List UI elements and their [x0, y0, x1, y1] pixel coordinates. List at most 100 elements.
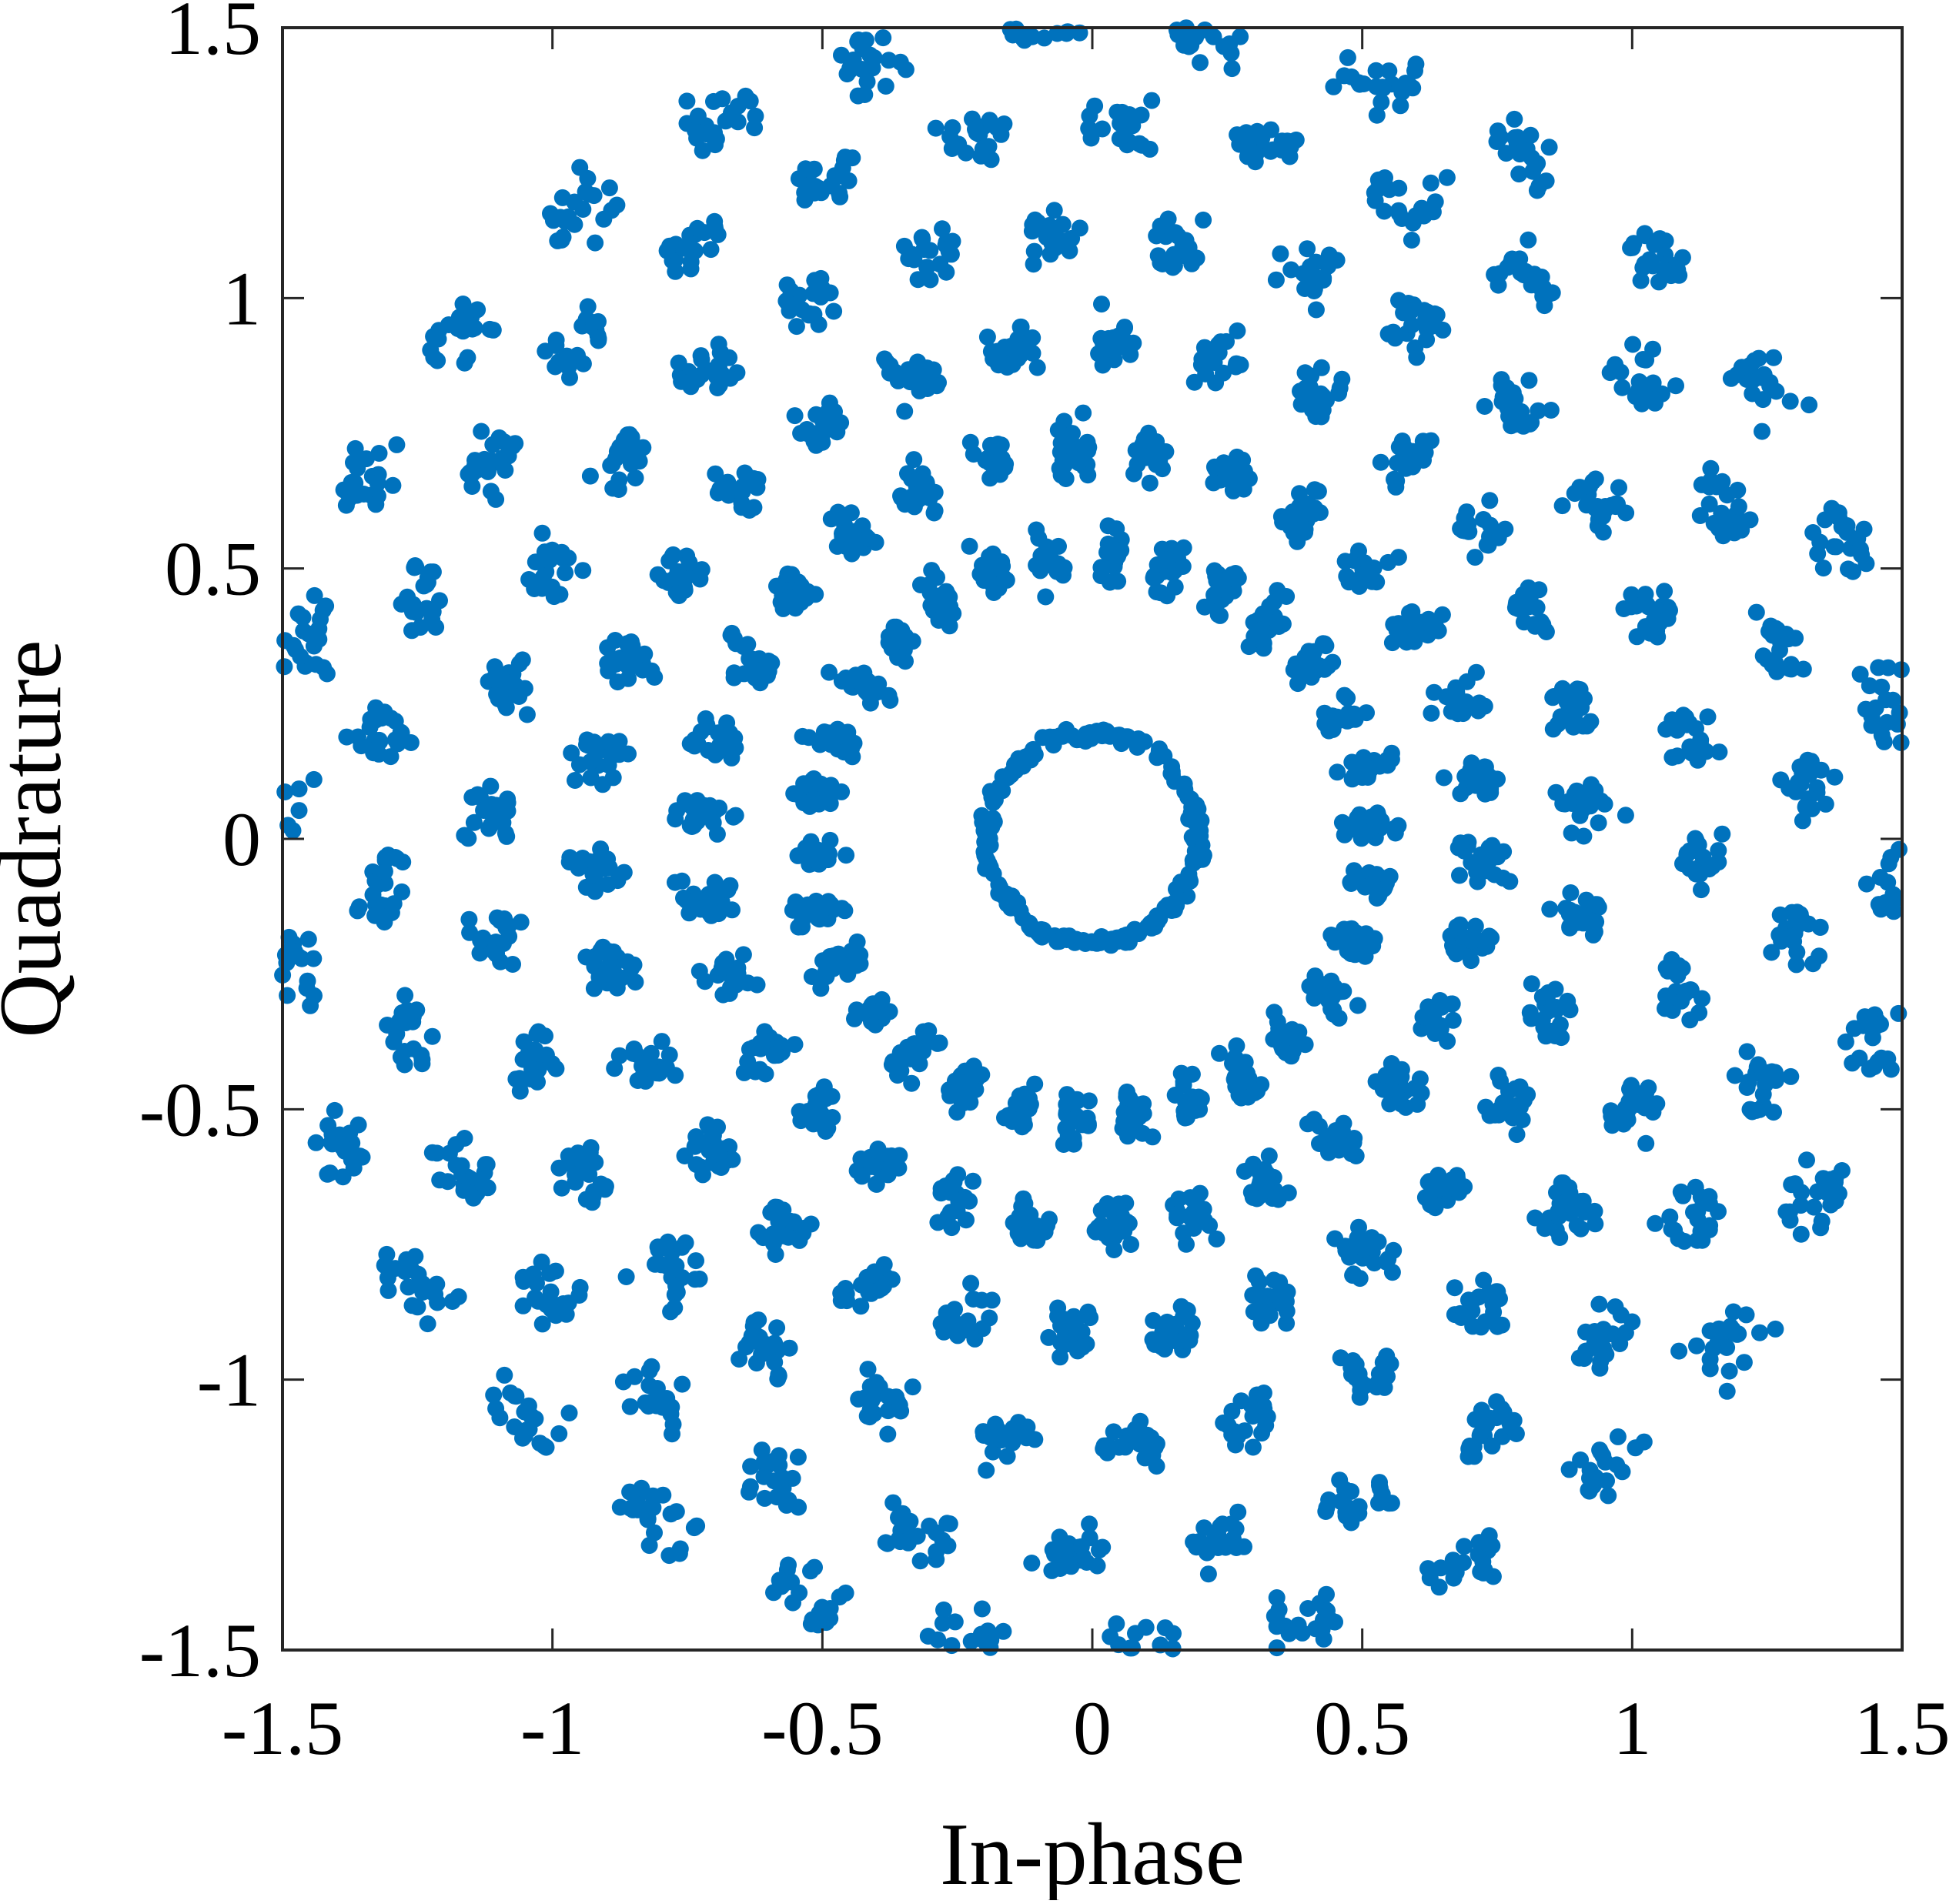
scatter-point — [1370, 887, 1388, 904]
scatter-point — [1877, 691, 1895, 709]
scatter-point — [751, 662, 767, 680]
scatter-point — [1185, 373, 1203, 391]
scatter-point — [1678, 716, 1696, 733]
scatter-point — [807, 178, 824, 195]
scatter-point — [1873, 727, 1891, 744]
scatter-point — [1291, 485, 1308, 503]
scatter-point — [1309, 398, 1327, 415]
scatter-point — [1473, 1550, 1491, 1568]
scatter-point — [1064, 425, 1081, 443]
scatter-point — [1591, 1359, 1609, 1377]
scatter-point — [945, 605, 962, 623]
scatter-point — [714, 986, 732, 1004]
scatter-point — [1348, 924, 1366, 942]
scatter-point — [1052, 443, 1069, 461]
scatter-point — [423, 1144, 441, 1161]
scatter-point — [1176, 1109, 1194, 1127]
scatter-point — [798, 421, 816, 438]
scatter-point — [1175, 539, 1192, 556]
scatter-point — [837, 669, 854, 686]
scatter-point — [602, 456, 620, 474]
scatter-point — [1700, 495, 1718, 513]
scatter-point — [1232, 1392, 1250, 1410]
scatter-point — [1448, 1167, 1466, 1184]
scatter-point — [295, 622, 313, 640]
scatter-point — [836, 149, 854, 166]
scatter-point — [934, 220, 951, 238]
scatter-point — [1228, 355, 1245, 372]
scatter-point — [931, 1034, 948, 1052]
scatter-point — [487, 945, 505, 963]
scatter-point — [1329, 1124, 1347, 1141]
x-tick-label: 1.5 — [1854, 1685, 1951, 1771]
scatter-point — [1248, 1190, 1266, 1208]
scatter-point — [978, 328, 996, 346]
scatter-point — [1426, 308, 1443, 326]
scatter-point — [623, 452, 640, 469]
scatter-point — [686, 809, 704, 827]
scatter-point — [1670, 1342, 1688, 1360]
scatter-point — [934, 1615, 951, 1632]
scatter-point — [1506, 599, 1524, 616]
scatter-point — [1278, 588, 1296, 605]
scatter-point — [1493, 377, 1510, 394]
scatter-point — [1373, 93, 1390, 111]
scatter-point — [1825, 538, 1843, 556]
scatter-point — [1809, 545, 1827, 563]
scatter-point — [1159, 551, 1176, 569]
scatter-point — [1700, 478, 1718, 496]
scatter-point — [1530, 581, 1548, 599]
scatter-point — [1336, 826, 1353, 843]
scatter-point — [1208, 1230, 1225, 1248]
scatter-point — [1296, 520, 1314, 538]
scatter-point — [1472, 1563, 1490, 1581]
scatter-point — [294, 609, 312, 626]
scatter-point — [1094, 120, 1111, 138]
scatter-point — [1143, 92, 1161, 109]
scatter-point — [518, 706, 536, 723]
scatter-point — [814, 433, 831, 451]
scatter-point — [1644, 1104, 1662, 1121]
scatter-point — [623, 429, 640, 446]
scatter-point — [547, 1307, 565, 1324]
scatter-point — [973, 1600, 991, 1618]
scatter-point — [465, 813, 483, 831]
scatter-point — [1393, 433, 1411, 449]
scatter-point — [983, 788, 1001, 806]
scatter-point — [1287, 131, 1305, 149]
scatter-point — [741, 1478, 759, 1495]
scatter-point — [1009, 350, 1027, 367]
scatter-point — [567, 1166, 583, 1184]
scatter-point — [1209, 1539, 1227, 1556]
scatter-point — [911, 1552, 929, 1570]
scatter-point — [1782, 1067, 1800, 1085]
scatter-point — [1674, 1187, 1692, 1204]
scatter-point — [1637, 1134, 1655, 1152]
scatter-point — [1801, 396, 1818, 414]
scatter-point — [1408, 349, 1426, 366]
scatter-point — [1617, 807, 1634, 824]
scatter-point — [713, 959, 731, 977]
scatter-point — [1416, 444, 1434, 461]
scatter-point — [1259, 1165, 1276, 1182]
scatter-point — [825, 302, 843, 320]
scatter-point — [450, 1288, 467, 1305]
scatter-point — [1735, 1354, 1753, 1371]
x-tick-label: -0.5 — [761, 1685, 883, 1771]
scatter-point — [551, 586, 569, 603]
scatter-point — [829, 720, 847, 738]
scatter-point — [553, 1179, 570, 1197]
scatter-point — [1879, 659, 1897, 676]
scatter-point — [821, 663, 838, 681]
scatter-point — [453, 1157, 470, 1174]
scatter-point — [1656, 583, 1673, 600]
scatter-point — [1618, 1109, 1636, 1126]
scatter-point — [1322, 972, 1340, 990]
scatter-point — [1553, 1029, 1570, 1047]
scatter-point — [1051, 1528, 1068, 1546]
scatter-point — [1811, 918, 1829, 936]
scatter-point — [1146, 1438, 1164, 1456]
scatter-point — [1379, 1251, 1397, 1268]
scatter-point — [1099, 517, 1117, 535]
scatter-point — [1559, 992, 1577, 1010]
